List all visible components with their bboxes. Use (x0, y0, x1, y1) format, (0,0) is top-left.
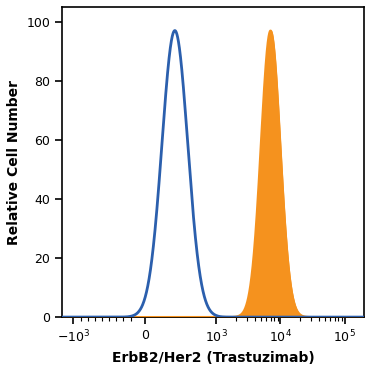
Y-axis label: Relative Cell Number: Relative Cell Number (7, 80, 21, 244)
X-axis label: ErbB2/Her2 (Trastuzimab): ErbB2/Her2 (Trastuzimab) (112, 351, 315, 365)
